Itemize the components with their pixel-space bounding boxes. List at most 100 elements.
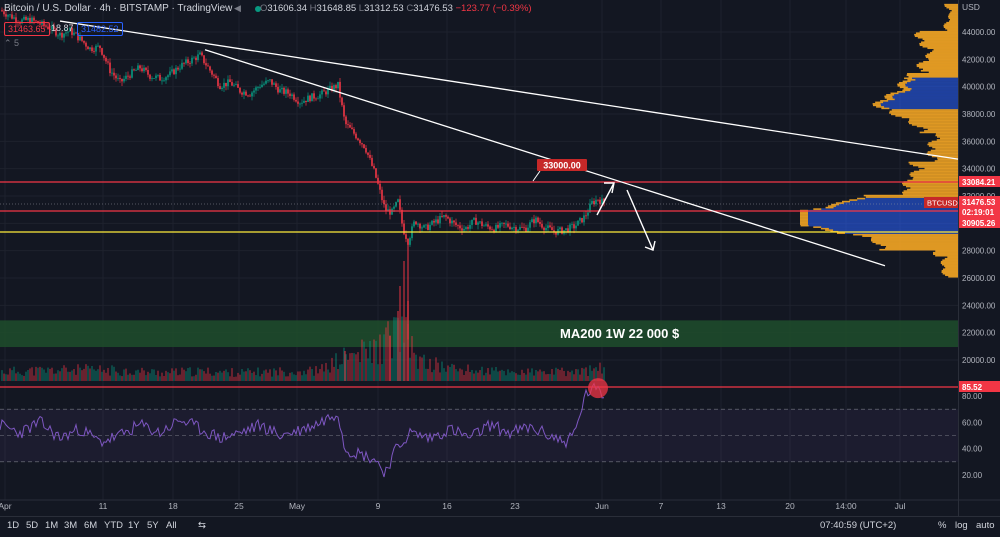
volume-bar	[239, 374, 241, 381]
candle-body	[35, 20, 37, 22]
volume-bar	[417, 368, 419, 381]
symbol-title[interactable]: Bitcoin / U.S. Dollar · 4h · BITSTAMP · …	[4, 3, 233, 14]
candle-body	[285, 89, 287, 94]
vp-bin	[891, 113, 958, 116]
vp-bin	[926, 152, 958, 155]
candle-body	[197, 54, 199, 61]
volume-bar	[383, 334, 385, 381]
projection-arrows[interactable]	[596, 182, 656, 251]
candle-body	[97, 45, 99, 47]
timeframe-all[interactable]: All	[166, 520, 177, 531]
timeframe-1y[interactable]: 1Y	[128, 520, 140, 531]
rsi-axis[interactable]: 80.00 60.00 40.00 20.00	[962, 392, 983, 480]
candle-body	[467, 227, 469, 229]
indicators-toggle[interactable]: ⌃ 5	[4, 38, 20, 48]
vp-bin	[827, 205, 836, 207]
date-range-icon[interactable]: ⇆	[198, 520, 206, 531]
vp-bin	[833, 206, 958, 209]
candle-body	[195, 57, 197, 61]
candle-body	[51, 25, 53, 30]
vp-bin	[945, 274, 958, 277]
vp-bin	[828, 227, 958, 230]
candle-body	[601, 198, 603, 204]
volume-bar	[591, 370, 593, 381]
candle-body	[175, 67, 177, 75]
volume-bar	[215, 372, 217, 381]
volume-bar	[129, 373, 131, 381]
vp-bin	[800, 214, 808, 216]
timeframe-5d[interactable]: 5D	[26, 520, 39, 531]
visibility-icon[interactable]: ◀	[234, 3, 241, 13]
volume-bar	[29, 368, 31, 381]
candle-body	[123, 78, 125, 82]
candle-body	[441, 215, 443, 217]
volume-bar	[181, 367, 183, 381]
volume-bar	[453, 364, 455, 381]
volume-bar	[291, 372, 293, 381]
candle-body	[473, 217, 475, 220]
vp-bin	[890, 92, 899, 95]
candle-body	[301, 102, 303, 104]
timeframe-5y[interactable]: 5Y	[147, 520, 159, 531]
clock-display[interactable]: 07:40:59 (UTC+2)	[820, 520, 897, 531]
volume-bar	[125, 368, 127, 381]
time-axis[interactable]: Apr 11 18 25 May 9 16 23 Jun 7 13 20 14:00 Jul	[0, 499, 1000, 511]
volume-bar	[513, 372, 515, 381]
vp-bin	[947, 29, 958, 32]
candle-body	[439, 215, 441, 224]
volume-bar	[49, 368, 51, 381]
candle-body	[293, 94, 295, 100]
volume-bar	[289, 372, 291, 381]
price-axis[interactable]: USD 44000.00 42000.00 40000.00 38000.00 36000…	[958, 0, 1000, 516]
vp-bin	[800, 211, 808, 213]
candle-body	[371, 157, 373, 166]
sell-price-box[interactable]: 31463.65	[4, 22, 50, 36]
buy-price-box[interactable]: 31482.52	[77, 22, 123, 36]
vp-bin	[935, 254, 958, 257]
volume-bar	[155, 374, 157, 381]
volume-bar	[549, 374, 551, 381]
volume-bars	[1, 261, 605, 381]
volume-bar	[245, 371, 247, 381]
volume-bar	[405, 317, 407, 381]
timeframe-1d[interactable]: 1D	[7, 520, 20, 531]
candle-body	[491, 229, 493, 231]
candle-body	[331, 85, 333, 91]
vp-bin	[941, 271, 958, 274]
candle-body	[25, 16, 27, 20]
vp-bin	[849, 199, 858, 201]
timeframe-ytd[interactable]: YTD	[104, 520, 123, 531]
volume-bar	[433, 369, 435, 381]
candle-body	[471, 219, 473, 225]
candle-body	[349, 124, 351, 128]
volume-bar	[271, 376, 273, 381]
candle-body	[277, 86, 279, 93]
candle-body	[49, 29, 51, 30]
volume-bar	[491, 367, 493, 381]
level-box-33000[interactable]: 33000.00	[537, 159, 587, 171]
timeframe-6m[interactable]: 6M	[84, 520, 98, 531]
vp-bin	[892, 95, 958, 98]
auto-toggle[interactable]: auto	[976, 520, 995, 531]
percent-toggle[interactable]: %	[938, 520, 947, 531]
vp-bin	[932, 251, 958, 254]
timeframe-1m[interactable]: 1M	[45, 520, 59, 531]
candle-body	[19, 22, 21, 24]
vp-bin	[889, 112, 958, 114]
vp-bin	[948, 17, 958, 19]
candle-body	[387, 209, 389, 211]
candle-body	[547, 225, 549, 229]
candle-body	[405, 234, 407, 239]
vp-bin	[835, 205, 958, 207]
volume-bar	[475, 370, 477, 381]
trendlines[interactable]	[59, 20, 959, 267]
timeframe-3m[interactable]: 3M	[64, 520, 78, 531]
candle-body	[597, 199, 599, 201]
volume-bar	[73, 369, 75, 381]
candle-body	[183, 62, 185, 64]
volume-bar	[359, 362, 361, 381]
volume-bar	[137, 369, 139, 381]
horizontal-levels[interactable]	[0, 181, 958, 388]
log-toggle[interactable]: log	[955, 520, 968, 531]
